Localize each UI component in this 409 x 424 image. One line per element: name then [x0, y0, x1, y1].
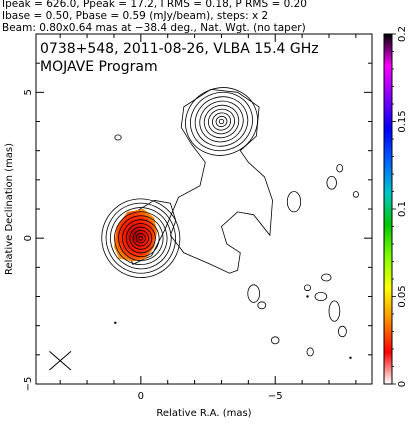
chart-subtitle: MOJAVE Program	[40, 59, 158, 75]
contour-core-1	[101, 198, 181, 278]
isolated-contour-9	[314, 291, 328, 301]
contour-knot-1	[185, 87, 258, 156]
y-tick-label-1: 0	[23, 235, 34, 241]
colorbar-tick-label-0: 0	[397, 381, 408, 387]
contour-core-6	[122, 219, 160, 258]
plot-area	[49, 87, 359, 371]
header-line-1: Ipeak = 626.0, Ppeak = 17.2, I RMS = 0.1…	[2, 0, 307, 10]
colorbar-tick-label-3: 0.15	[397, 110, 408, 132]
contour-core-10	[135, 233, 146, 244]
colorbar: 0 0.05 0.1 0.15 0.2	[383, 26, 408, 387]
contour-core-5	[118, 215, 164, 261]
contour-core-9	[132, 230, 149, 247]
isolated-contour-1	[114, 134, 122, 141]
colorbar-gradient	[383, 33, 393, 385]
colorbar-tick-label-1: 0.05	[397, 285, 408, 307]
x-tick-label-0: 0	[138, 391, 144, 402]
contour-core-7	[125, 223, 156, 254]
isolated-contour-6	[303, 284, 312, 292]
beam-minor-axis	[49, 350, 72, 371]
isolated-contour-4	[336, 163, 344, 173]
contour-knot-2	[190, 91, 253, 152]
isolated-contour-7	[247, 284, 261, 303]
contour-core-8	[129, 226, 153, 250]
contour-core-11	[138, 235, 144, 241]
isolated-contour-3	[326, 176, 337, 190]
isolated-contour-11	[306, 347, 314, 357]
isolated-contour-13	[328, 300, 341, 322]
isolated-contour-8	[257, 301, 267, 310]
isolated-contour-5	[321, 273, 332, 282]
contour-knot-4	[199, 100, 244, 143]
contour-core-3	[110, 207, 172, 270]
outer-contour	[128, 88, 273, 274]
noise-dot-1	[114, 321, 117, 324]
contour-knot-3	[194, 96, 249, 147]
noise-dot-2	[349, 356, 352, 359]
plot-frame	[35, 33, 373, 385]
y-tick-label-0: 5	[23, 89, 34, 95]
contour-knot-7	[211, 112, 232, 131]
colorbar-tick-label-2: 0.1	[397, 201, 408, 217]
contour-knot-9	[218, 118, 225, 125]
header-line-3: Beam: 0.80x0.64 mas at −38.4 deg., Nat. …	[2, 22, 306, 34]
axes: 0 −5 5 0 −5	[23, 34, 372, 402]
x-axis-label: Relative R.A. (mas)	[156, 408, 251, 419]
y-tick-label-2: −5	[23, 377, 34, 392]
isolated-contour-10	[271, 336, 280, 345]
contour-core-2	[105, 202, 176, 274]
chart-title: 0738+548, 2011-08-26, VLBA 15.4 GHz	[40, 41, 319, 57]
contour-core-4	[114, 211, 168, 265]
header-line-2: Ibase = 0.50, Pbase = 0.59 (mJy/beam), s…	[2, 10, 269, 22]
isolated-contour-12	[337, 325, 347, 338]
x-tick-label-1: −5	[268, 391, 283, 402]
contour-knot-6	[208, 108, 235, 135]
noise-dot-3	[306, 295, 309, 298]
contour-knot-5	[203, 104, 240, 139]
colorbar-tick-label-4: 0.2	[397, 26, 408, 42]
y-axis-label: Relative Declination (mas)	[4, 143, 15, 275]
isolated-contour-14	[352, 191, 359, 198]
isolated-contour-2	[286, 191, 302, 213]
contour-knot-8	[215, 115, 228, 128]
